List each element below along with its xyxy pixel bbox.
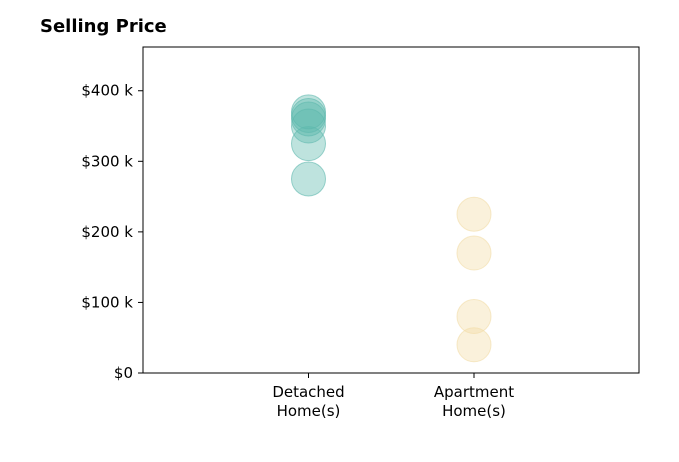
chart-title: Selling Price — [40, 16, 167, 37]
y-tick-label: $100 k — [81, 293, 133, 311]
y-axis: $0 $100 k $200 k $300 k $400 k — [81, 82, 143, 382]
plot-frame — [142, 46, 640, 374]
y-tick-label: $300 k — [81, 152, 133, 170]
data-points — [291, 94, 492, 363]
data-point — [291, 126, 326, 162]
data-point — [291, 94, 326, 130]
x-tick-label: Apartment Home(s) — [434, 383, 514, 420]
data-point — [456, 327, 492, 363]
data-point — [456, 196, 492, 232]
y-tick-label: $0 — [114, 364, 133, 382]
y-tick-label: $200 k — [81, 223, 133, 241]
data-point — [291, 108, 326, 144]
data-point — [291, 161, 326, 197]
x-tick-label: Detached Home(s) — [272, 383, 344, 420]
y-tick-label: $400 k — [81, 82, 133, 100]
data-point — [456, 299, 492, 335]
data-point — [456, 235, 492, 271]
x-axis: Detached Home(s) Apartment Home(s) — [272, 373, 514, 420]
